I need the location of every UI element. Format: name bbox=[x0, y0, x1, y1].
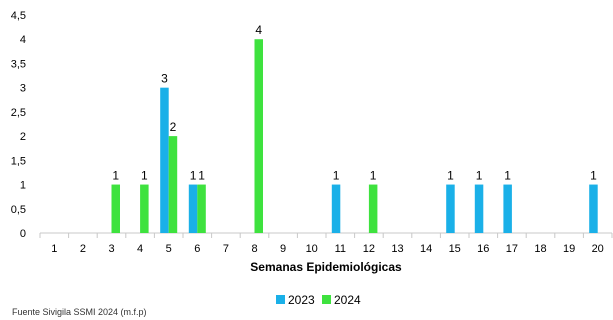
y-tick-label: 4,5 bbox=[11, 10, 26, 22]
data-label-2024-week-6: 1 bbox=[198, 169, 205, 183]
x-tick-label: 18 bbox=[534, 243, 546, 255]
x-tick-label: 8 bbox=[251, 243, 257, 255]
y-tick-label: 2,5 bbox=[11, 107, 26, 119]
x-tick-label: 20 bbox=[592, 243, 604, 255]
y-tick-label: 1,5 bbox=[11, 155, 26, 167]
x-tick-label: 12 bbox=[363, 243, 375, 255]
bar-2023-week-20 bbox=[589, 184, 598, 233]
y-tick-label: 3,5 bbox=[11, 58, 26, 70]
data-label-2023-week-17: 1 bbox=[504, 169, 511, 183]
bar-2024-week-4 bbox=[140, 184, 149, 233]
x-tick-label: 6 bbox=[194, 243, 200, 255]
x-tick-label: 13 bbox=[391, 243, 403, 255]
data-label-2024-week-3: 1 bbox=[112, 169, 119, 183]
x-tick-label: 2 bbox=[80, 243, 86, 255]
x-axis: 1 2 3 4 5 6 7 8 9 10 11 12 13 14 15 16 17 18 19 20 bbox=[39, 232, 613, 255]
legend-label-2023: 2023 bbox=[288, 293, 315, 307]
bar-2023-week-5 bbox=[160, 87, 169, 234]
x-tick-label: 19 bbox=[563, 243, 575, 255]
x-tick-label: 15 bbox=[449, 243, 461, 255]
x-axis-title: Semanas Epidemiológicas bbox=[250, 260, 402, 274]
legend-swatch-2024 bbox=[322, 295, 331, 304]
x-tick-label: 10 bbox=[306, 243, 318, 255]
x-tick-label: 1 bbox=[51, 243, 57, 255]
bar-2023-week-15 bbox=[446, 184, 455, 233]
x-tick-label: 5 bbox=[166, 243, 172, 255]
x-tick-label: 9 bbox=[280, 243, 286, 255]
bar-2023-week-17 bbox=[503, 184, 512, 233]
data-label-2023-week-11: 1 bbox=[333, 169, 340, 183]
data-label-2023-week-5: 3 bbox=[161, 72, 168, 86]
legend: 2023 2024 bbox=[276, 293, 361, 307]
bar-2024-week-8 bbox=[254, 39, 263, 233]
x-tick-label: 4 bbox=[137, 243, 143, 255]
data-label-2023-week-20: 1 bbox=[590, 169, 597, 183]
x-tick-label: 14 bbox=[420, 243, 432, 255]
x-tick-label: 17 bbox=[506, 243, 518, 255]
data-label-2024-week-12: 1 bbox=[370, 169, 377, 183]
bar-2023-week-16 bbox=[474, 184, 484, 233]
y-tick-label: 2 bbox=[20, 131, 26, 143]
legend-swatch-2023 bbox=[276, 295, 285, 304]
y-tick-label: 0,5 bbox=[11, 204, 26, 216]
x-tick-label: 16 bbox=[477, 243, 489, 255]
data-label-2023-week-16: 1 bbox=[476, 169, 483, 183]
y-axis: 0 0,5 1 1,5 2 2,5 3 3,5 4 4,5 bbox=[11, 10, 26, 240]
source-footnote: Fuente Sivigila SSMI 2024 (m.f.p) bbox=[12, 307, 147, 317]
bar-2024-week-5 bbox=[168, 136, 178, 233]
data-label-2024-week-8: 4 bbox=[255, 23, 262, 37]
bar-2023-week-6 bbox=[188, 184, 198, 233]
data-label-2024-week-5: 2 bbox=[170, 120, 177, 134]
x-tick-label: 3 bbox=[108, 243, 114, 255]
bars bbox=[111, 39, 598, 234]
x-tick-label: 7 bbox=[223, 243, 229, 255]
data-label-2023-week-6: 1 bbox=[190, 169, 197, 183]
y-tick-label: 0 bbox=[20, 228, 26, 240]
legend-label-2024: 2024 bbox=[334, 293, 361, 307]
bar-2023-week-11 bbox=[331, 184, 341, 233]
data-label-2024-week-4: 1 bbox=[141, 169, 148, 183]
bar-2024-week-3 bbox=[111, 184, 120, 233]
y-tick-label: 1 bbox=[20, 180, 26, 192]
data-label-2023-week-15: 1 bbox=[447, 169, 454, 183]
y-tick-label: 3 bbox=[20, 83, 26, 95]
bar-2024-week-12 bbox=[368, 184, 378, 233]
y-tick-label: 4 bbox=[20, 34, 26, 46]
x-tick-label: 11 bbox=[335, 243, 346, 255]
bar-2024-week-6 bbox=[197, 184, 206, 233]
